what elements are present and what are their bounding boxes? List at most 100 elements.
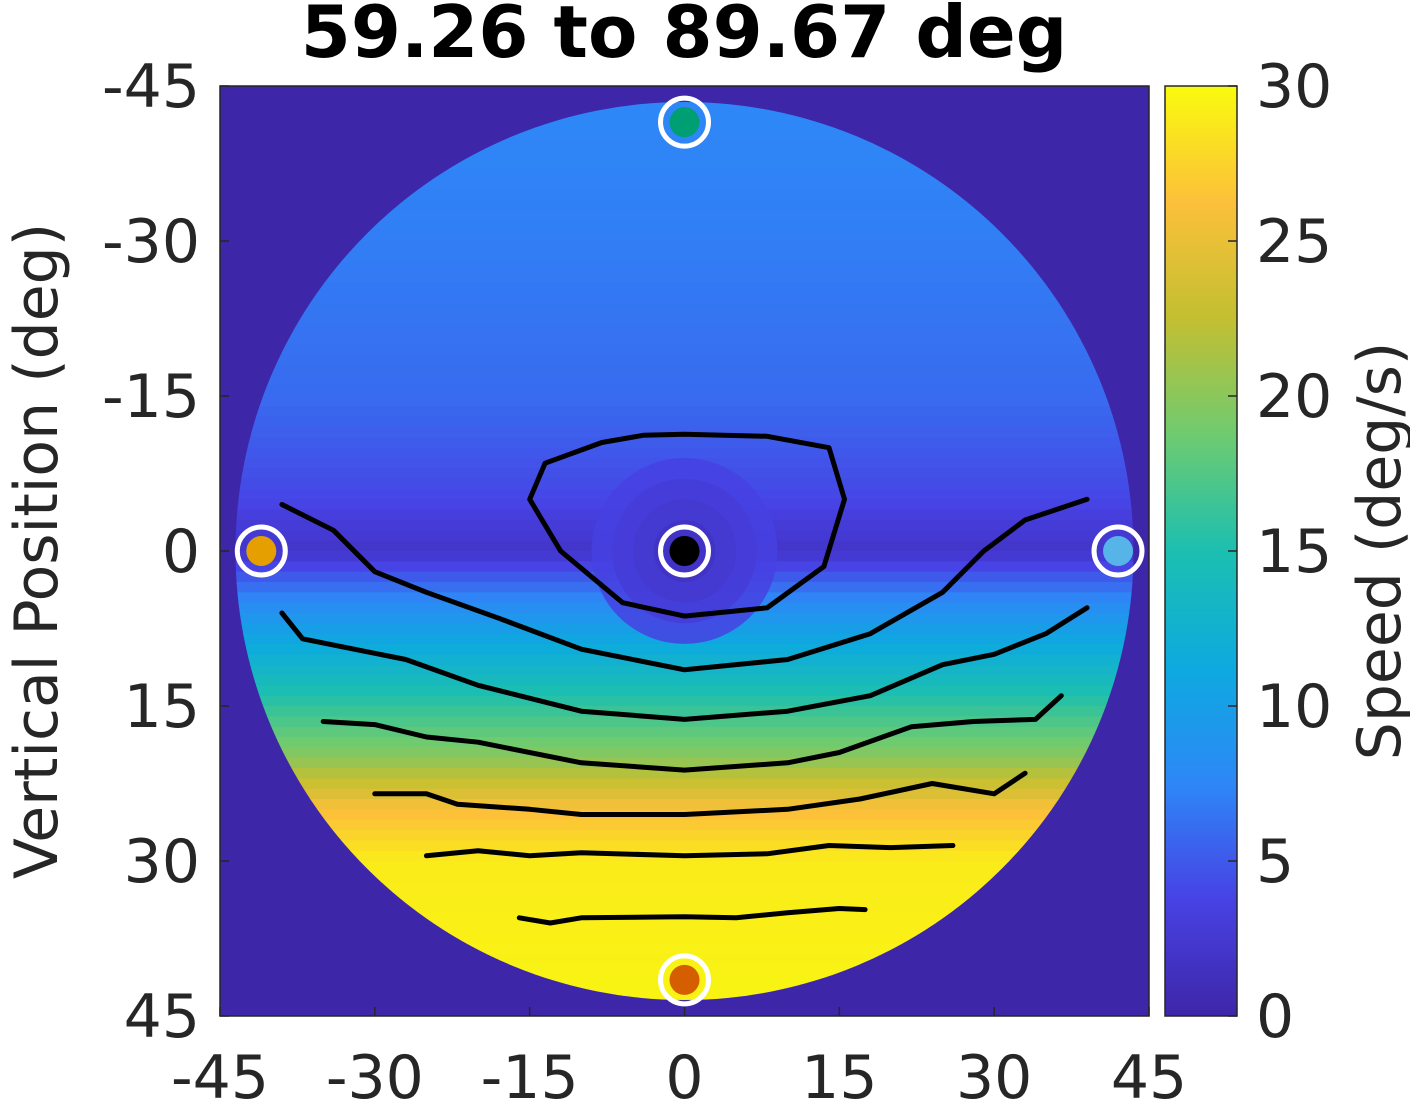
- x-tick-label: 30: [956, 1043, 1032, 1101]
- y-axis-ticks: -45 -30 -15 0 15 30 45: [102, 52, 229, 1052]
- speed-band: [235, 902, 1134, 914]
- speed-band: [235, 892, 1134, 903]
- colorbar-tick-label: 20: [1256, 362, 1332, 432]
- speed-band: [235, 354, 1134, 366]
- speed-band: [235, 303, 1134, 314]
- speed-band: [235, 101, 1134, 108]
- colorbar-tick-label: 25: [1256, 207, 1332, 277]
- x-tick-label: -45: [171, 1043, 269, 1101]
- marker-ring: [658, 953, 711, 1007]
- speed-band: [235, 799, 1134, 810]
- marker-dot: [1103, 536, 1134, 566]
- plot-area: [219, 85, 1150, 1017]
- contour-line: [279, 605, 1090, 722]
- colorbar-tick-label: 10: [1256, 672, 1332, 742]
- y-tick-label: 45: [124, 982, 200, 1052]
- speed-band: [235, 365, 1134, 376]
- speed-band: [235, 685, 1134, 697]
- speed-band: [235, 881, 1134, 893]
- marker-ring: [234, 524, 288, 578]
- speed-band: [235, 788, 1134, 800]
- speed-band: [235, 757, 1134, 769]
- x-tick-label: -15: [481, 1043, 579, 1101]
- speed-band: [235, 840, 1134, 852]
- speed-band: [235, 995, 1134, 1001]
- speed-band: [235, 137, 1134, 149]
- speed-band: [235, 179, 1134, 190]
- speed-band: [235, 230, 1134, 242]
- y-tick-label: -30: [102, 207, 200, 277]
- x-tick-label: -30: [326, 1043, 424, 1101]
- speed-band: [235, 396, 1134, 407]
- speed-band: [235, 168, 1134, 180]
- marker-dot: [246, 536, 277, 566]
- speed-band: [235, 272, 1134, 283]
- x-tick-label: 45: [1111, 1043, 1187, 1101]
- speed-band: [235, 148, 1134, 159]
- contour-line: [320, 693, 1064, 773]
- speed-band: [235, 416, 1134, 428]
- speed-band: [235, 768, 1134, 779]
- speed-band: [235, 385, 1134, 397]
- speed-band: [235, 923, 1134, 934]
- speed-band: [235, 344, 1134, 356]
- speed-band: [235, 292, 1134, 304]
- speed-band: [235, 282, 1134, 294]
- speed-band: [235, 189, 1134, 201]
- speed-band: [235, 830, 1134, 841]
- target-markers: [234, 95, 1145, 1007]
- marker-ring: [658, 524, 711, 578]
- speed-band: [235, 675, 1134, 686]
- speed-band: [235, 220, 1134, 232]
- y-tick-label: -45: [102, 52, 200, 122]
- speed-band: [235, 158, 1134, 170]
- speed-band: [235, 871, 1134, 883]
- colorbar-tick-label: 0: [1256, 982, 1294, 1052]
- speed-band: [235, 313, 1134, 325]
- marker-dot: [669, 107, 700, 138]
- y-tick-label: 15: [124, 672, 200, 742]
- speed-band: [235, 375, 1134, 387]
- speed-band: [235, 747, 1134, 759]
- x-tick-label: 15: [801, 1043, 877, 1101]
- speed-band: [235, 943, 1134, 955]
- chart-title: 59.26 to 89.67 deg: [301, 0, 1067, 74]
- colorbar: 0 5 10 15 20 25 30 Speed (deg/s): [1164, 52, 1410, 1052]
- contour-line: [527, 431, 847, 619]
- speed-band: [235, 726, 1134, 738]
- speed-band: [235, 954, 1134, 965]
- speed-band: [235, 199, 1134, 211]
- colorbar-tick-label: 15: [1256, 517, 1332, 587]
- speed-band: [235, 695, 1134, 707]
- marker-ring: [1091, 524, 1145, 578]
- x-axis-ticks: -45 -30 -15 0 15 30 45: [171, 1007, 1187, 1101]
- y-tick-label: 0: [162, 517, 200, 587]
- speed-band: [235, 778, 1134, 790]
- contour-line: [516, 906, 868, 926]
- contour-line: [279, 496, 1090, 673]
- speed-band: [235, 323, 1134, 335]
- contour-line: [423, 843, 956, 859]
- speed-band: [235, 406, 1134, 418]
- speed-band: [235, 210, 1134, 221]
- colorbar-label: Speed (deg/s): [1345, 342, 1410, 761]
- speed-band: [235, 447, 1134, 459]
- colorbar-ticks: 0 5 10 15 20 25 30: [1228, 52, 1332, 1052]
- speed-band: [235, 819, 1134, 831]
- y-tick-label: -15: [102, 362, 200, 432]
- marker-dot: [669, 964, 700, 995]
- speed-band: [235, 644, 1134, 655]
- colorbar-tick-label: 5: [1256, 827, 1294, 897]
- speed-band: [235, 737, 1134, 748]
- contour-lines: [279, 431, 1090, 926]
- speed-band: [235, 706, 1134, 717]
- x-tick-label: 0: [665, 1043, 703, 1101]
- speed-band: [235, 334, 1134, 345]
- colorbar-gradient: [1164, 85, 1238, 1017]
- speed-band: [235, 861, 1134, 872]
- y-tick-label: 30: [124, 827, 200, 897]
- colorbar-tick-label: 30: [1256, 52, 1332, 122]
- marker-dot: [669, 536, 700, 566]
- marker-ring: [658, 95, 711, 149]
